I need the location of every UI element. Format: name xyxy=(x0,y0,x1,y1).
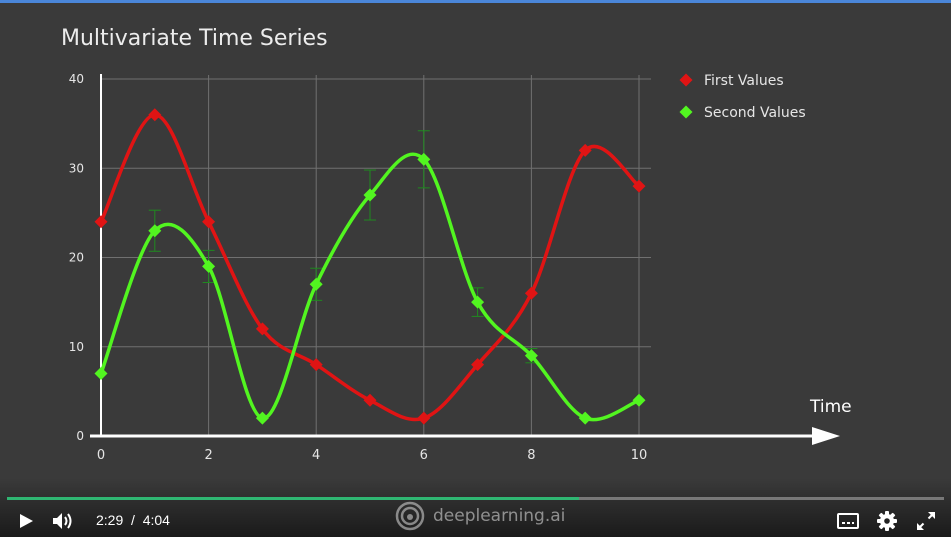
second-values-point xyxy=(94,367,108,381)
first-values-point xyxy=(255,322,269,336)
x-axis-ticks: 0 2 4 6 8 10 xyxy=(97,448,647,463)
first-values-point xyxy=(417,411,431,425)
second-values-point xyxy=(148,224,162,238)
brand-name: deeplearning.ai xyxy=(433,506,566,526)
first-values-point xyxy=(632,179,646,193)
slide-title: Multivariate Time Series xyxy=(61,26,328,51)
second-values-point xyxy=(202,259,216,273)
series-lines xyxy=(99,112,641,422)
chart-legend: First Values Second Values xyxy=(679,73,806,121)
second-values-point xyxy=(632,393,646,407)
first-values-point xyxy=(94,215,108,229)
x-tick-label: 6 xyxy=(420,448,428,463)
first-values-point xyxy=(471,358,485,372)
time-series-chart: 0 10 20 30 40 0 2 4 6 8 10 First Values Second Val… xyxy=(69,72,852,463)
captions-button[interactable] xyxy=(835,509,861,533)
x-tick-label: 2 xyxy=(204,448,212,463)
play-icon xyxy=(20,514,33,528)
x-tick-label: 4 xyxy=(312,448,320,463)
second-values-legend-label: Second Values xyxy=(704,105,806,121)
second-values-point xyxy=(524,349,538,363)
fullscreen-button[interactable] xyxy=(913,509,939,533)
duration: 4:04 xyxy=(142,512,170,528)
fullscreen-icon xyxy=(917,512,935,530)
second-values-point xyxy=(417,152,431,166)
x-axis-label: Time xyxy=(809,397,852,417)
y-tick-label: 10 xyxy=(69,340,84,354)
x-axis-arrow xyxy=(812,427,840,445)
x-tick-label: 0 xyxy=(97,448,105,463)
second-values-point xyxy=(309,277,323,291)
y-tick-label: 30 xyxy=(69,161,84,175)
settings-button[interactable] xyxy=(874,509,900,533)
y-axis-ticks: 0 10 20 30 40 xyxy=(69,72,84,443)
first-values-point xyxy=(202,215,216,229)
gear-icon xyxy=(877,511,897,531)
first-values-point xyxy=(309,358,323,372)
captions-icon xyxy=(837,513,859,529)
error-bars xyxy=(148,130,538,364)
volume-button[interactable] xyxy=(50,509,76,533)
y-tick-label: 20 xyxy=(69,251,84,265)
time-display: 2:29 / 4:04 xyxy=(96,512,170,528)
controls-gradient xyxy=(0,478,951,537)
time-separator: / xyxy=(131,512,135,528)
play-button[interactable] xyxy=(14,509,38,533)
first-values-point xyxy=(578,143,592,157)
y-tick-label: 40 xyxy=(69,72,84,86)
current-time: 2:29 xyxy=(96,512,124,528)
deeplearning-logo-icon xyxy=(395,501,425,531)
first-values-legend-label: First Values xyxy=(704,73,784,89)
second-values-legend-marker xyxy=(679,105,693,119)
second-values-point xyxy=(255,411,269,425)
x-tick-label: 10 xyxy=(631,448,648,463)
first-values-point xyxy=(363,393,377,407)
series-markers xyxy=(94,108,646,425)
brand-logo: deeplearning.ai xyxy=(395,501,565,531)
second-values-point xyxy=(363,188,377,202)
first-values-line xyxy=(99,112,641,422)
progress-fill xyxy=(7,497,579,500)
volume-icon xyxy=(53,513,72,529)
first-values-point xyxy=(524,286,538,300)
y-tick-label: 0 xyxy=(76,429,84,443)
second-values-point xyxy=(578,411,592,425)
progress-bar[interactable] xyxy=(7,497,944,500)
first-values-legend-marker xyxy=(679,73,693,87)
first-values-point xyxy=(148,108,162,122)
x-tick-label: 8 xyxy=(527,448,535,463)
second-values-point xyxy=(471,295,485,309)
chart-grid xyxy=(101,75,651,436)
